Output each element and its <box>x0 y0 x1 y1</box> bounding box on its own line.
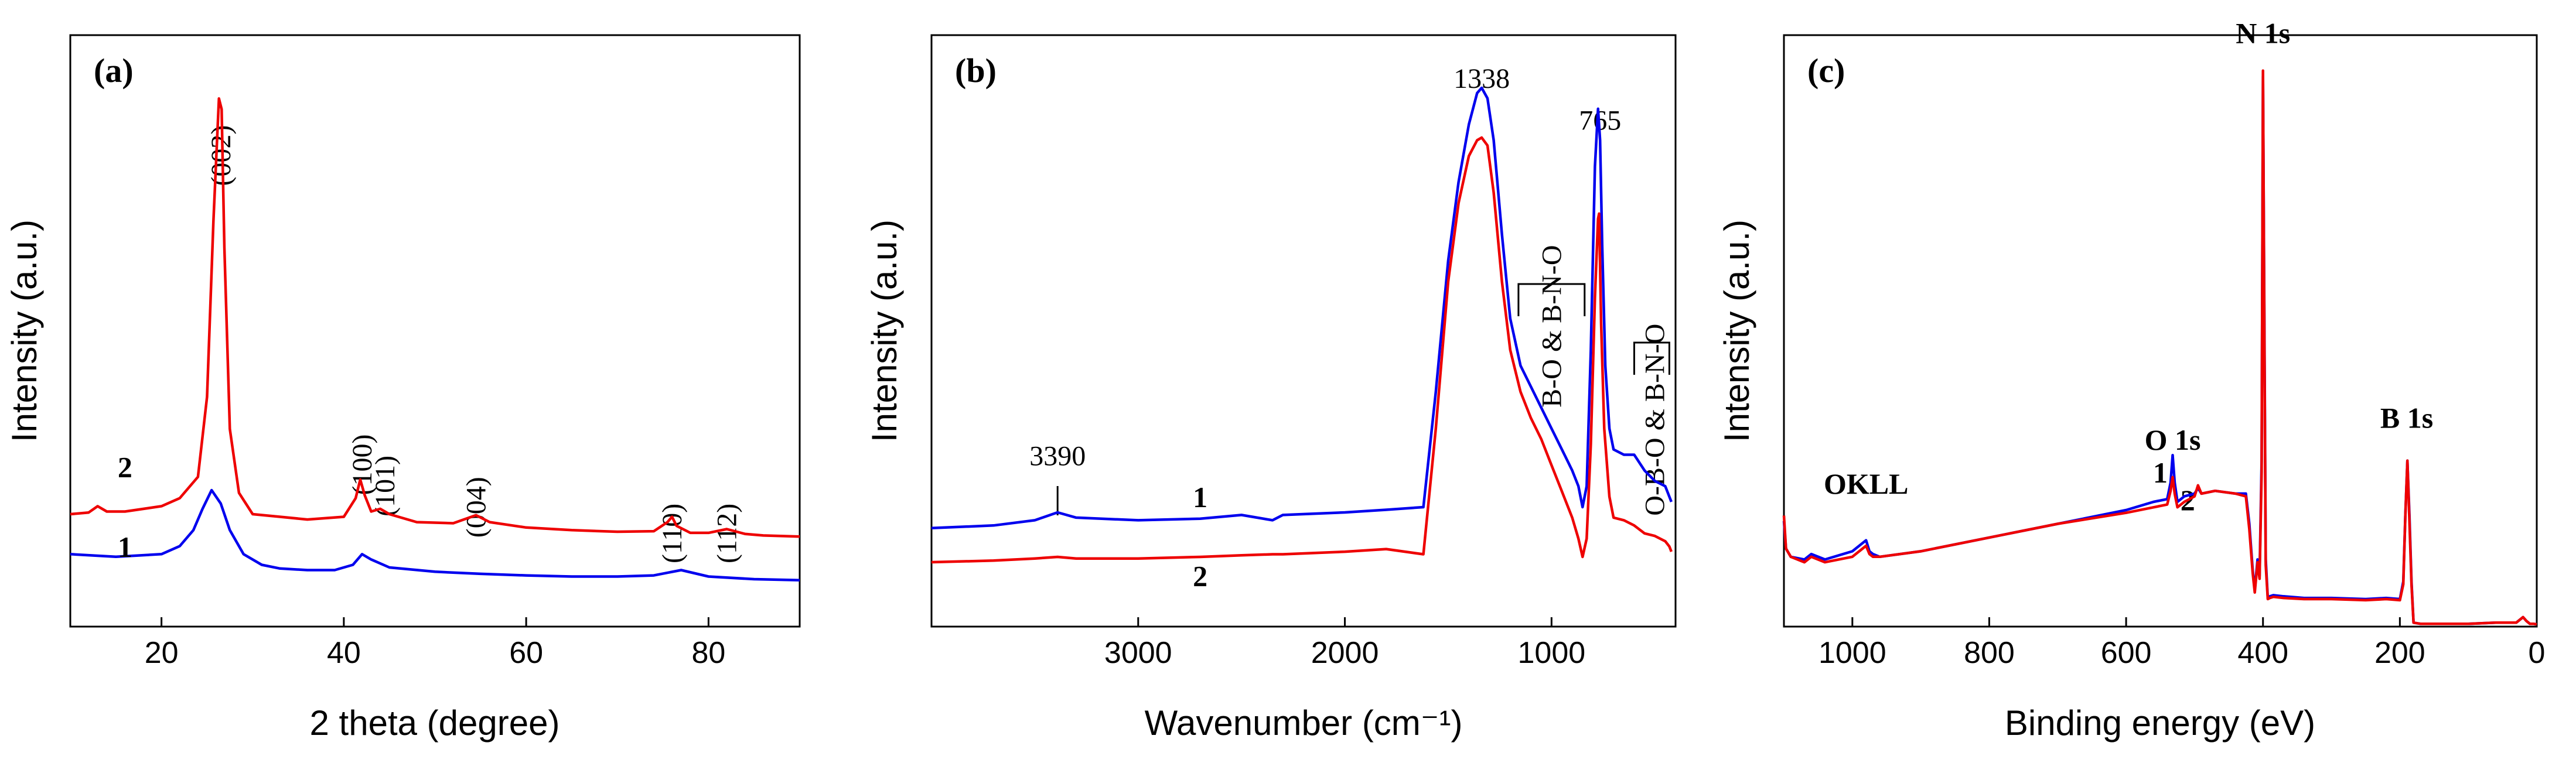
peak-annotation: (101) <box>370 456 401 517</box>
peak-annotation: OKLL <box>1824 467 1908 500</box>
panel-label: (c) <box>1807 52 1845 90</box>
x-tick-label: 40 <box>327 636 361 670</box>
series-line-1 <box>70 488 800 582</box>
peak-annotation: 3390 <box>1029 440 1086 471</box>
peak-annotation: (110) <box>657 504 688 563</box>
bracket-marker <box>1517 283 1586 316</box>
panel-label: (b) <box>955 52 997 90</box>
y-axis-label: Intensity (a.u.) <box>5 220 44 442</box>
x-tick-label: 800 <box>1964 636 2015 670</box>
xrd-panel: (a) 2 theta (degree) Intensity (a.u.) 20… <box>5 34 801 743</box>
peak-annotation: B 1s <box>2380 401 2433 434</box>
peak-annotation: (112) <box>712 504 743 563</box>
x-tick-label: 3000 <box>1104 636 1172 670</box>
y-axis-label: Intensity (a.u.) <box>1717 220 1756 442</box>
x-tick-label: 200 <box>2374 636 2425 670</box>
series-line-1 <box>931 86 1673 530</box>
x-axis-label: 2 theta (degree) <box>310 703 560 743</box>
x-tick-label: 600 <box>2101 636 2152 670</box>
series-label: 2 <box>1193 559 1207 592</box>
series-label: 1 <box>118 531 132 563</box>
bracket-marker <box>1633 341 1670 375</box>
peak-annotation: O-B-O & B-N-O <box>1640 324 1671 516</box>
series-line-1 <box>1782 74 2537 626</box>
x-tick-label: 400 <box>2237 636 2288 670</box>
x-tick-label: 80 <box>691 636 725 670</box>
y-axis-label: Intensity (a.u.) <box>865 220 904 442</box>
x-tick-label: 60 <box>509 636 543 670</box>
xps-panel: (c) Binding energy (eV) Intensity (a.u.)… <box>1717 17 2545 743</box>
peak-annotation: O 1s <box>2145 423 2201 456</box>
x-axis-label: Binding energy (eV) <box>2005 703 2315 743</box>
plot-frame <box>1783 34 2538 628</box>
x-tick-label: 0 <box>2529 636 2546 670</box>
ftir-panel: (b) Wavenumber (cm⁻¹) Intensity (a.u.) 3… <box>865 34 1677 743</box>
peak-annotation: N 1s <box>2236 17 2290 50</box>
peak-annotation: B-O & B-N-O <box>1536 245 1567 408</box>
x-axis-label: Wavenumber (cm⁻¹) <box>1145 703 1463 743</box>
peak-annotation: (004) <box>461 477 492 538</box>
panel-label: (a) <box>94 52 134 90</box>
series-label: 1 <box>1193 481 1207 514</box>
x-tick-label: 2000 <box>1311 636 1379 670</box>
series-line-2 <box>1782 69 2537 626</box>
series-line-2 <box>70 97 800 538</box>
plot-frame <box>69 34 801 628</box>
x-tick-label: 20 <box>145 636 179 670</box>
plot-frame <box>930 34 1677 628</box>
x-tick-label: 1000 <box>1818 636 1886 670</box>
series-label: 2 <box>118 450 132 483</box>
x-tick-label: 1000 <box>1517 636 1585 670</box>
peak-annotation: 1 <box>2153 456 2168 489</box>
series-line-2 <box>931 136 1673 564</box>
